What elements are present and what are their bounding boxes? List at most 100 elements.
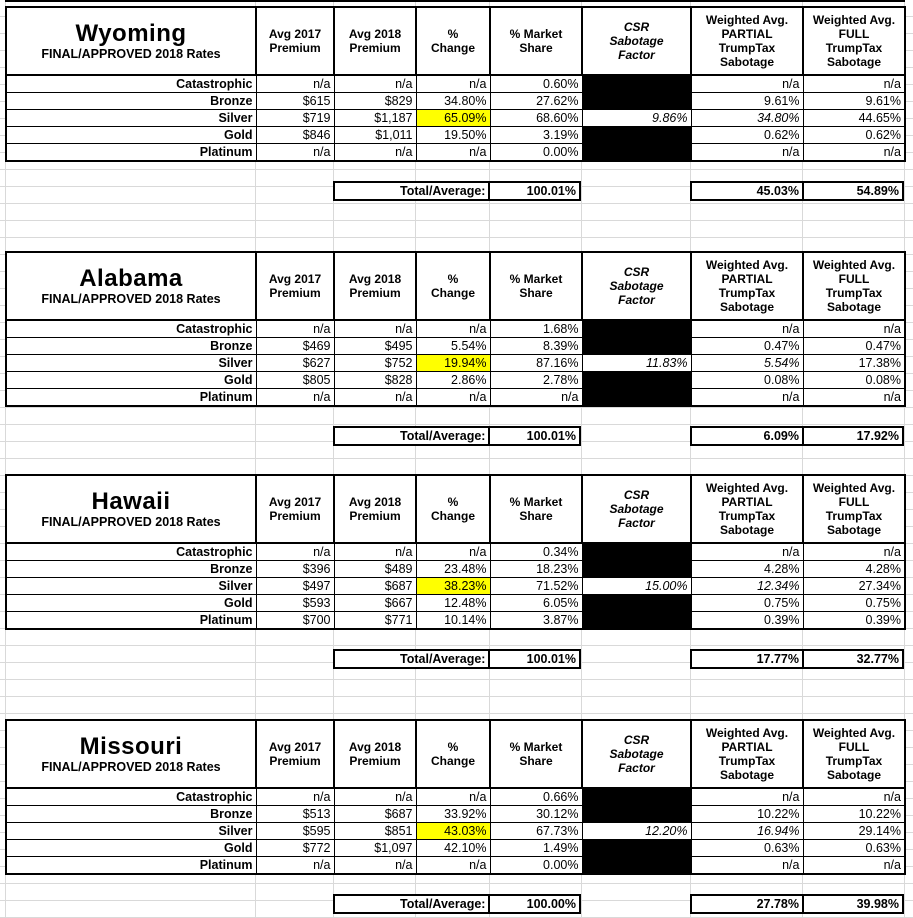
avg-2018-premium-cell[interactable]: $667 bbox=[333, 594, 417, 612]
avg-2018-premium-cell[interactable]: $851 bbox=[333, 822, 417, 840]
avg-2018-premium-cell[interactable]: $687 bbox=[333, 577, 417, 595]
pct-change-cell[interactable]: 33.92% bbox=[415, 805, 491, 823]
pct-change-cell[interactable]: n/a bbox=[415, 74, 491, 93]
total-market-share[interactable]: 100.01% bbox=[488, 428, 579, 444]
col-header-pct-change[interactable]: % Change bbox=[415, 719, 491, 789]
csr-sabotage-factor-cell[interactable] bbox=[581, 787, 692, 806]
avg-2018-premium-cell[interactable]: n/a bbox=[333, 74, 417, 93]
avg-2018-premium-cell[interactable]: $687 bbox=[333, 805, 417, 823]
total-market-share[interactable]: 100.01% bbox=[488, 651, 579, 667]
avg-2018-premium-cell[interactable]: $752 bbox=[333, 354, 417, 372]
market-share-cell[interactable]: 68.60% bbox=[489, 109, 583, 127]
pct-change-cell[interactable]: n/a bbox=[415, 319, 491, 338]
metal-tier-label[interactable]: Platinum bbox=[5, 611, 257, 630]
metal-tier-label[interactable]: Silver bbox=[5, 354, 257, 372]
avg-2017-premium-cell[interactable]: n/a bbox=[255, 143, 335, 162]
state-header-cell[interactable]: Wyoming FINAL/APPROVED 2018 Rates bbox=[5, 6, 257, 76]
pct-change-cell[interactable]: 23.48% bbox=[415, 560, 491, 578]
market-share-cell[interactable]: 0.60% bbox=[489, 74, 583, 93]
pct-change-cell[interactable]: 65.09% bbox=[415, 109, 491, 127]
avg-2018-premium-cell[interactable]: n/a bbox=[333, 388, 417, 407]
partial-sabotage-cell[interactable]: 5.54% bbox=[690, 354, 804, 372]
avg-2017-premium-cell[interactable]: n/a bbox=[255, 74, 335, 93]
full-sabotage-cell[interactable]: n/a bbox=[802, 787, 906, 806]
avg-2018-premium-cell[interactable]: $829 bbox=[333, 92, 417, 110]
total-partial-sabotage[interactable]: 6.09% bbox=[763, 429, 799, 443]
avg-2017-premium-cell[interactable]: $700 bbox=[255, 611, 335, 630]
market-share-cell[interactable]: 27.62% bbox=[489, 92, 583, 110]
full-sabotage-cell[interactable]: n/a bbox=[802, 388, 906, 407]
state-header-cell[interactable]: Alabama FINAL/APPROVED 2018 Rates bbox=[5, 251, 257, 321]
pct-change-cell[interactable]: 43.03% bbox=[415, 822, 491, 840]
col-header-avg-2017-premium[interactable]: Avg 2017 Premium bbox=[255, 251, 335, 321]
pct-change-cell[interactable]: 19.50% bbox=[415, 126, 491, 144]
market-share-cell[interactable]: 0.00% bbox=[489, 856, 583, 875]
full-sabotage-cell[interactable]: 0.08% bbox=[802, 371, 906, 389]
col-header-csr-sabotage-factor[interactable]: CSR Sabotage Factor bbox=[581, 6, 692, 76]
csr-sabotage-factor-cell[interactable]: 15.00% bbox=[581, 577, 692, 595]
pct-change-cell[interactable]: n/a bbox=[415, 388, 491, 407]
state-header-cell[interactable]: Missouri FINAL/APPROVED 2018 Rates bbox=[5, 719, 257, 789]
pct-change-cell[interactable]: 2.86% bbox=[415, 371, 491, 389]
metal-tier-label[interactable]: Gold bbox=[5, 371, 257, 389]
full-sabotage-cell[interactable]: 17.38% bbox=[802, 354, 906, 372]
partial-sabotage-cell[interactable]: n/a bbox=[690, 143, 804, 162]
col-header-avg-2017-premium[interactable]: Avg 2017 Premium bbox=[255, 6, 335, 76]
full-sabotage-cell[interactable]: 27.34% bbox=[802, 577, 906, 595]
full-sabotage-cell[interactable]: n/a bbox=[802, 143, 906, 162]
partial-sabotage-cell[interactable]: 9.61% bbox=[690, 92, 804, 110]
full-sabotage-cell[interactable]: n/a bbox=[802, 319, 906, 338]
avg-2018-premium-cell[interactable]: $489 bbox=[333, 560, 417, 578]
total-full-sabotage[interactable]: 17.92% bbox=[802, 428, 902, 444]
col-header-csr-sabotage-factor[interactable]: CSR Sabotage Factor bbox=[581, 719, 692, 789]
full-sabotage-cell[interactable]: 0.63% bbox=[802, 839, 906, 857]
pct-change-cell[interactable]: n/a bbox=[415, 856, 491, 875]
csr-sabotage-factor-cell[interactable] bbox=[581, 594, 692, 612]
csr-sabotage-factor-cell[interactable] bbox=[581, 143, 692, 162]
full-sabotage-cell[interactable]: 0.62% bbox=[802, 126, 906, 144]
col-header-avg-2017-premium[interactable]: Avg 2017 Premium bbox=[255, 474, 335, 544]
avg-2017-premium-cell[interactable]: n/a bbox=[255, 856, 335, 875]
col-header-partial-trumptax-sabotage[interactable]: Weighted Avg. PARTIAL TrumpTax Sabotage bbox=[690, 719, 804, 789]
market-share-cell[interactable]: 18.23% bbox=[489, 560, 583, 578]
partial-sabotage-cell[interactable]: 16.94% bbox=[690, 822, 804, 840]
partial-sabotage-cell[interactable]: 0.39% bbox=[690, 611, 804, 630]
partial-sabotage-cell[interactable]: n/a bbox=[690, 74, 804, 93]
col-header-avg-2018-premium[interactable]: Avg 2018 Premium bbox=[333, 251, 417, 321]
market-share-cell[interactable]: 0.66% bbox=[489, 787, 583, 806]
avg-2018-premium-cell[interactable]: n/a bbox=[333, 856, 417, 875]
col-header-market-share[interactable]: % Market Share bbox=[489, 474, 583, 544]
avg-2018-premium-cell[interactable]: $495 bbox=[333, 337, 417, 355]
csr-sabotage-factor-cell[interactable] bbox=[581, 337, 692, 355]
col-header-full-trumptax-sabotage[interactable]: Weighted Avg. FULL TrumpTax Sabotage bbox=[802, 474, 906, 544]
csr-sabotage-factor-cell[interactable] bbox=[581, 388, 692, 407]
total-market-share[interactable]: 100.01% bbox=[488, 183, 579, 199]
partial-sabotage-cell[interactable]: n/a bbox=[690, 856, 804, 875]
avg-2018-premium-cell[interactable]: $1,097 bbox=[333, 839, 417, 857]
avg-2017-premium-cell[interactable]: $772 bbox=[255, 839, 335, 857]
avg-2017-premium-cell[interactable]: $469 bbox=[255, 337, 335, 355]
col-header-market-share[interactable]: % Market Share bbox=[489, 6, 583, 76]
avg-2018-premium-cell[interactable]: n/a bbox=[333, 542, 417, 561]
full-sabotage-cell[interactable]: n/a bbox=[802, 74, 906, 93]
market-share-cell[interactable]: 2.78% bbox=[489, 371, 583, 389]
pct-change-cell[interactable]: 38.23% bbox=[415, 577, 491, 595]
partial-sabotage-cell[interactable]: n/a bbox=[690, 388, 804, 407]
partial-sabotage-cell[interactable]: 34.80% bbox=[690, 109, 804, 127]
pct-change-cell[interactable]: 19.94% bbox=[415, 354, 491, 372]
col-header-avg-2018-premium[interactable]: Avg 2018 Premium bbox=[333, 719, 417, 789]
market-share-cell[interactable]: 1.68% bbox=[489, 319, 583, 338]
col-header-csr-sabotage-factor[interactable]: CSR Sabotage Factor bbox=[581, 474, 692, 544]
avg-2018-premium-cell[interactable]: $771 bbox=[333, 611, 417, 630]
csr-sabotage-factor-cell[interactable]: 12.20% bbox=[581, 822, 692, 840]
avg-2017-premium-cell[interactable]: $627 bbox=[255, 354, 335, 372]
avg-2017-premium-cell[interactable]: $593 bbox=[255, 594, 335, 612]
partial-sabotage-cell[interactable]: 0.63% bbox=[690, 839, 804, 857]
csr-sabotage-factor-cell[interactable] bbox=[581, 542, 692, 561]
col-header-market-share[interactable]: % Market Share bbox=[489, 719, 583, 789]
pct-change-cell[interactable]: 5.54% bbox=[415, 337, 491, 355]
metal-tier-label[interactable]: Platinum bbox=[5, 388, 257, 407]
total-market-share[interactable]: 100.00% bbox=[488, 896, 579, 912]
partial-sabotage-cell[interactable]: 4.28% bbox=[690, 560, 804, 578]
col-header-pct-change[interactable]: % Change bbox=[415, 6, 491, 76]
